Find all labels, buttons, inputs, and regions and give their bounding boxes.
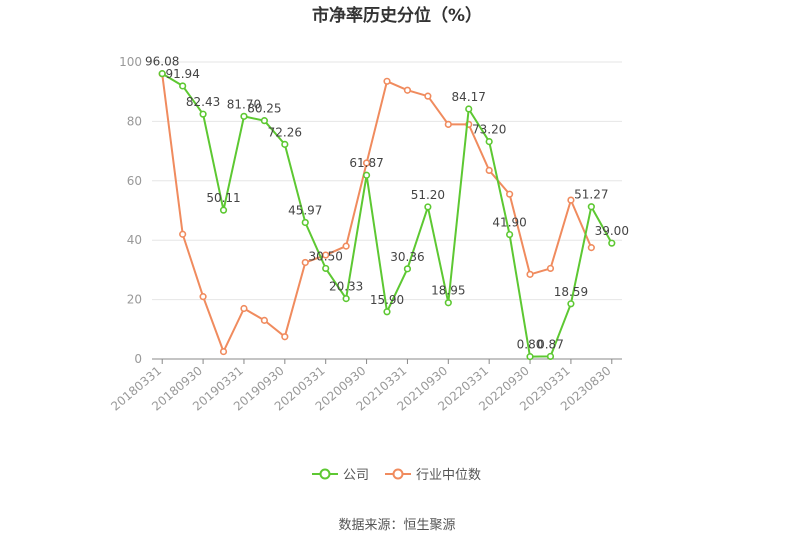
y-tick-label: 0	[134, 352, 142, 366]
industry-median-point[interactable]	[444, 120, 452, 128]
company-point[interactable]	[587, 203, 595, 211]
legend-swatch-marker	[392, 468, 404, 480]
data-label: 72.26	[268, 125, 302, 139]
legend-swatch-marker	[319, 468, 331, 480]
industry-median-line	[161, 73, 593, 353]
industry-median-point[interactable]	[362, 159, 371, 167]
data-label: 41.90	[492, 216, 526, 230]
company-point[interactable]	[322, 264, 330, 273]
industry-median-point[interactable]	[587, 244, 595, 252]
y-tick-label: 40	[127, 233, 142, 247]
company-point[interactable]	[260, 117, 268, 125]
industry-median-point[interactable]	[260, 316, 268, 324]
y-tick-label: 100	[119, 55, 142, 69]
legend-item-industry-median[interactable]: 行业中位数	[385, 468, 481, 483]
data-label: 73.20	[472, 123, 506, 137]
industry-median-point[interactable]	[179, 230, 187, 238]
data-label: 0.80	[517, 338, 544, 352]
company-point[interactable]	[465, 105, 473, 113]
industry-median-point[interactable]	[219, 347, 228, 356]
company-point[interactable]	[383, 308, 391, 316]
company-point[interactable]	[546, 352, 555, 361]
company-point[interactable]	[362, 171, 371, 179]
data-label: 51.27	[574, 188, 608, 202]
data-label: 30.36	[390, 250, 424, 264]
y-tick-label: 80	[127, 114, 142, 128]
company-point[interactable]	[281, 140, 289, 148]
company-point[interactable]	[342, 295, 350, 303]
data-label: 39.00	[595, 224, 629, 238]
data-label: 96.08	[145, 55, 179, 69]
data-label: 30.50	[309, 249, 343, 263]
data-label: 20.33	[329, 280, 363, 294]
legend-item-company[interactable]: 公司	[312, 468, 369, 483]
industry-median-point[interactable]	[301, 258, 309, 267]
company-point[interactable]	[608, 239, 616, 247]
y-tick-label: 60	[127, 174, 142, 188]
data-label: 18.59	[554, 285, 588, 299]
data-label: 61.87	[349, 156, 383, 170]
industry-median-point[interactable]	[526, 270, 534, 278]
company-point[interactable]	[485, 137, 493, 146]
company-point[interactable]	[506, 230, 514, 239]
company-point[interactable]	[301, 218, 309, 227]
legend-label: 公司	[343, 468, 369, 483]
industry-median-point[interactable]	[424, 92, 432, 100]
industry-median-point[interactable]	[322, 251, 330, 259]
data-label: 91.94	[165, 67, 199, 81]
industry-median-point[interactable]	[383, 77, 391, 85]
company-point[interactable]	[403, 265, 412, 273]
company-point[interactable]	[158, 70, 166, 78]
data-label: 81.70	[227, 97, 261, 111]
company-point[interactable]	[526, 353, 534, 361]
industry-median-point[interactable]	[281, 333, 289, 341]
data-label: 80.25	[247, 102, 281, 116]
company-point[interactable]	[444, 299, 452, 307]
data-label: 51.20	[411, 188, 445, 202]
series-industry-median	[158, 70, 595, 356]
company-point[interactable]	[199, 110, 207, 118]
industry-median-point[interactable]	[567, 196, 575, 204]
company-point[interactable]	[567, 300, 575, 308]
data-label: 84.17	[452, 90, 486, 104]
company-point[interactable]	[240, 112, 248, 120]
series-company	[158, 70, 616, 361]
company-point[interactable]	[219, 206, 228, 214]
industry-median-point[interactable]	[506, 190, 514, 198]
industry-median-point[interactable]	[403, 86, 412, 94]
data-label: 15.90	[370, 293, 404, 307]
company-point[interactable]	[424, 203, 432, 211]
industry-median-point[interactable]	[240, 304, 248, 313]
industry-median-point[interactable]	[485, 166, 493, 175]
data-label: 50.11	[206, 191, 240, 205]
source-text: 数据来源：恒生聚源	[338, 518, 455, 533]
data-label: 0.87	[537, 337, 564, 351]
data-label: 45.97	[288, 203, 322, 217]
industry-median-point[interactable]	[342, 242, 350, 250]
y-tick-label: 20	[127, 293, 142, 307]
company-point[interactable]	[179, 82, 187, 90]
chart-title: 市净率历史分位（%）	[312, 5, 482, 26]
data-label: 82.43	[186, 95, 220, 109]
data-label: 18.95	[431, 284, 465, 298]
industry-median-point[interactable]	[199, 293, 207, 301]
industry-median-point[interactable]	[546, 264, 555, 273]
legend[interactable]: 公司 行业中位数	[312, 468, 481, 483]
legend-label: 行业中位数	[416, 468, 481, 483]
